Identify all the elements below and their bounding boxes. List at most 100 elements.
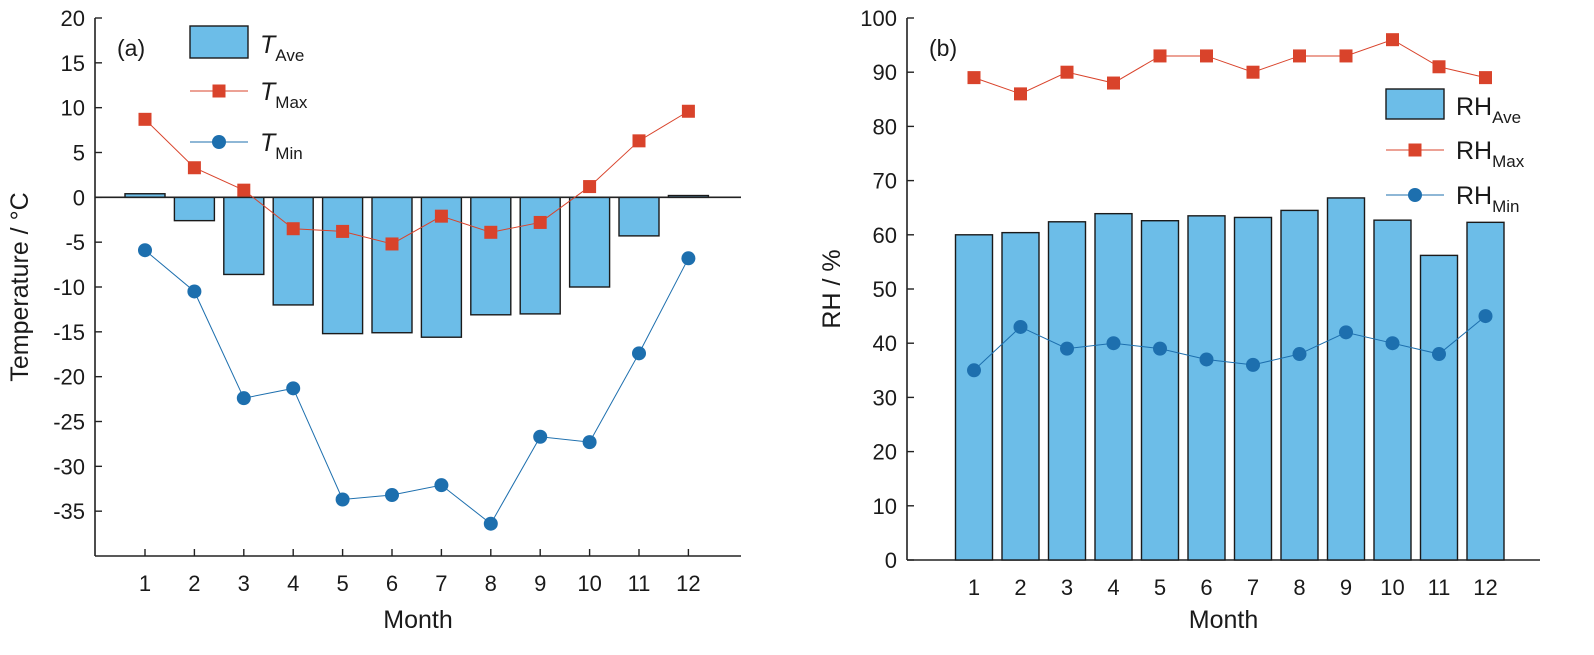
y-tick-label: 10 [61, 96, 85, 121]
x-tick-label: 11 [628, 571, 651, 596]
point-min-month-8 [483, 516, 498, 531]
legend-label-min-subscript: Min [275, 144, 302, 163]
x-tick-label: 10 [577, 571, 601, 596]
point-max-month-10 [583, 180, 597, 194]
legend-label-max: RHMax [1456, 137, 1525, 171]
legend-label-ave-subscript: Ave [1492, 108, 1521, 127]
bar-ave-month-3 [1047, 221, 1087, 561]
legend-label-min-subscript: Min [1492, 197, 1519, 216]
x-tick-label: 2 [1014, 575, 1026, 600]
point-max-month-10 [1386, 33, 1399, 47]
legend-label-min-main: T [260, 129, 277, 157]
x-tick-label: 1 [139, 571, 151, 596]
bar-ave-month-5 [321, 196, 364, 335]
point-max-month-7 [434, 209, 448, 223]
y-axis-title: RH / % [818, 249, 846, 328]
y-tick-label: -20 [53, 365, 85, 390]
bar-ave-month-10 [568, 196, 611, 288]
point-min-month-5 [1153, 341, 1167, 356]
y-tick-label: 90 [873, 60, 897, 85]
point-max-month-1 [138, 112, 152, 126]
point-max-month-2 [1014, 87, 1027, 101]
series-line-max [144, 110, 689, 245]
bar-ave-month-9 [519, 196, 561, 315]
x-tick-label: 4 [287, 571, 299, 596]
x-tick-label: 3 [1061, 575, 1073, 600]
point-max-month-11 [1432, 60, 1446, 74]
point-max-month-6 [385, 237, 399, 251]
y-tick-label: 5 [73, 141, 85, 166]
y-tick-label: 0 [73, 185, 85, 210]
point-max-month-7 [1246, 65, 1260, 79]
y-tick-label: 0 [885, 548, 897, 573]
point-min-month-4 [286, 381, 301, 396]
legend-label-ave-main: RH [1456, 93, 1492, 121]
point-max-month-1 [967, 71, 981, 85]
point-max-month-12 [1479, 71, 1492, 85]
x-tick-label: 10 [1380, 575, 1404, 600]
x-tick-label: 7 [435, 571, 447, 596]
x-tick-label: 11 [1428, 575, 1451, 600]
y-tick-label: 40 [873, 331, 897, 356]
bar-ave-month-10 [1373, 219, 1412, 561]
y-tick-label: 20 [873, 440, 897, 465]
x-tick-label: 8 [485, 571, 497, 596]
x-tick-label: 12 [676, 571, 700, 596]
point-max-month-11 [632, 134, 646, 148]
legend-label-max-subscript: Max [1492, 152, 1525, 171]
point-min-month-11 [632, 346, 646, 361]
point-max-month-9 [1339, 49, 1353, 63]
point-min-month-9 [533, 429, 548, 444]
bar-ave-month-2 [173, 196, 216, 222]
point-min-month-2 [187, 284, 202, 299]
point-min-month-6 [385, 488, 399, 503]
point-max-month-3 [237, 183, 251, 197]
x-tick-label: 6 [386, 571, 398, 596]
y-tick-label: 70 [873, 169, 897, 194]
legend-marker-min [212, 135, 226, 149]
legend-label-max-main: T [260, 78, 277, 106]
x-tick-label: 2 [188, 571, 200, 596]
bar-ave-month-11 [1419, 254, 1459, 561]
point-max-month-8 [484, 225, 498, 239]
x-axis-title: Month [1189, 606, 1258, 634]
point-min-month-1 [138, 243, 152, 258]
legend-label-max-main: RH [1456, 137, 1492, 165]
series-line-min [144, 249, 689, 525]
x-tick-label: 8 [1293, 575, 1305, 600]
y-tick-label: 10 [873, 494, 897, 519]
x-tick-label: 6 [1200, 575, 1212, 600]
x-tick-label: 7 [1247, 575, 1259, 600]
legend-label-min: TMin [260, 129, 303, 163]
point-min-month-9 [1339, 325, 1353, 340]
y-tick-label: 15 [61, 51, 85, 76]
legend-swatch-ave [1385, 88, 1445, 120]
legend-label-max: TMax [260, 78, 308, 112]
legend-label-max-subscript: Max [275, 93, 308, 112]
y-axis-title: Temperature / °C [6, 192, 34, 381]
bar-ave-month-12 [1466, 221, 1505, 561]
point-min-month-3 [236, 391, 251, 406]
y-tick-label: -15 [53, 320, 85, 345]
bar-ave-month-1 [954, 234, 994, 561]
bar-ave-month-8 [1280, 209, 1319, 561]
bar-ave-month-6 [1187, 215, 1226, 561]
legend-label-ave-subscript: Ave [275, 46, 304, 65]
bar-ave-month-3 [223, 196, 265, 276]
bar-ave-month-4 [272, 196, 314, 306]
y-tick-label: 20 [61, 6, 85, 31]
legend-swatch-ave [189, 25, 249, 59]
legend-label-ave: RHAve [1456, 93, 1521, 127]
series-line-max [973, 39, 1486, 95]
point-min-month-1 [967, 363, 981, 378]
x-tick-label: 5 [336, 571, 348, 596]
bar-ave-month-2 [1001, 231, 1040, 561]
point-max-month-12 [681, 104, 695, 118]
bar-ave-month-6 [371, 196, 413, 334]
point-min-month-12 [1478, 309, 1493, 324]
point-min-month-10 [582, 435, 597, 450]
point-min-month-4 [1106, 336, 1121, 351]
point-min-month-12 [681, 251, 696, 266]
